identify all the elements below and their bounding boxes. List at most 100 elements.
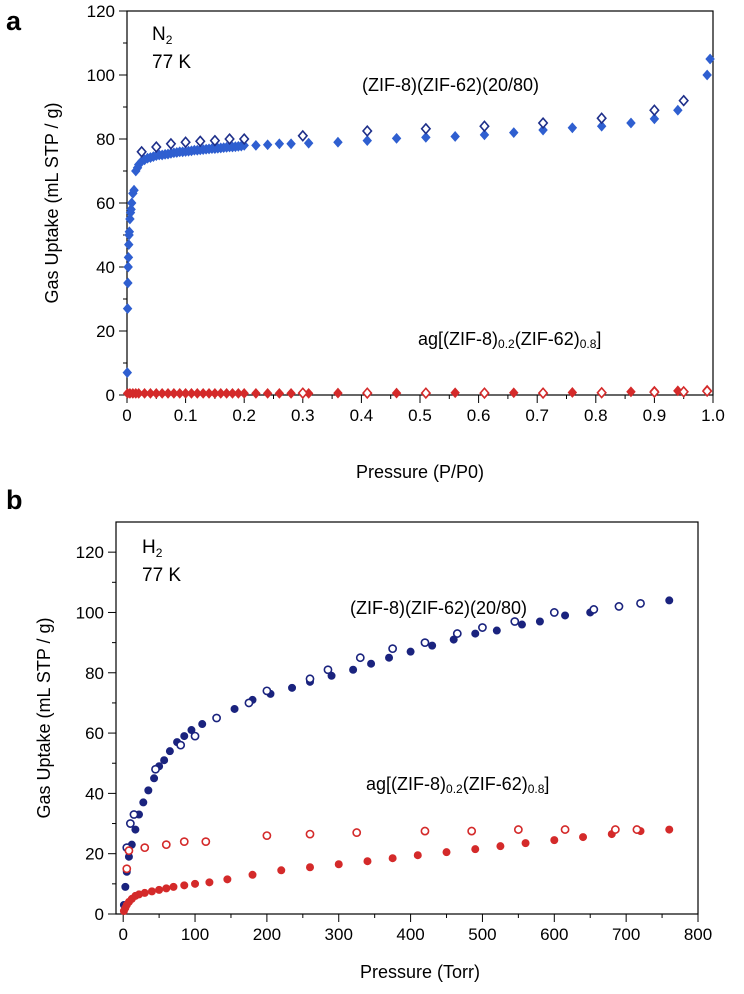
panel-a-glass-label: ag[(ZIF-8)0.2(ZIF-62)0.8] (418, 329, 601, 351)
panel-a-data-point (180, 136, 191, 149)
panel-b-x-tick-label: 800 (684, 925, 712, 944)
panel-a-data-point (450, 131, 460, 142)
panel-a-x-tick-label: 0.7 (525, 406, 549, 425)
panel-a-data-point (151, 140, 162, 154)
panel-a-data-point (626, 386, 636, 398)
panel-a-x-tick-label: 0.1 (174, 406, 198, 425)
panel-b-data-point (467, 826, 477, 836)
panel-a-data-point (361, 124, 373, 138)
panel-a-data-point (361, 387, 373, 400)
panel-b-data-point (589, 605, 599, 614)
panel-a-data-point (596, 112, 607, 125)
panel-a-data-point (274, 387, 285, 399)
panel-b-y-axis-title: Gas Uptake (mL STP / g) (34, 617, 54, 818)
panel-b-data-point (150, 774, 159, 783)
panel-a-points (122, 53, 715, 400)
panel-b-data-point (349, 665, 358, 674)
panel-b-data-point (190, 731, 200, 741)
panel-a-data-point (673, 104, 683, 116)
panel-b-data-point (385, 653, 394, 662)
panel-b-data-point (471, 845, 480, 854)
panel-a-data-point (649, 104, 660, 117)
panel-b-data-point (176, 740, 186, 750)
panel-a-data-point (479, 120, 490, 133)
panel-a-data-point (701, 385, 713, 398)
panel-b-data-point (201, 837, 211, 847)
panel-a-data-point (224, 132, 235, 146)
panel-a-data-point (538, 124, 548, 136)
panel-a-data-point (123, 277, 133, 289)
panel-a-data-point (251, 139, 261, 151)
panel-b-data-point (288, 683, 297, 692)
panel-b-data-point (388, 644, 398, 654)
panel-b-data-point (420, 638, 430, 648)
panel-a-data-point (509, 387, 519, 399)
panel-b-glass-label: ag[(ZIF-8)0.2(ZIF-62)0.8] (366, 774, 549, 796)
panel-b-data-point (406, 647, 415, 656)
panel-a-data-point (122, 367, 133, 379)
panel-a: a 0 0.1 0.2 0.3 0.4 0.5 0.6 0.7 0.8 0.9 1.0 0 20 40 60… (6, 2, 725, 482)
panel-a-data-point (421, 131, 431, 143)
panel-b-x-tick-label: 400 (396, 925, 424, 944)
panel-b-data-point (496, 842, 505, 851)
panel-b-data-point (521, 839, 530, 848)
panel-a-letter: a (6, 6, 22, 36)
panel-a-x-tick-label: 1.0 (701, 406, 725, 425)
panel-a-data-point (596, 120, 607, 132)
panel-b-data-point (334, 860, 343, 869)
panel-a-data-point (136, 145, 147, 158)
panel-a-data-point (297, 387, 309, 400)
panel-a-data-point (537, 387, 549, 400)
panel-a-data-point (479, 387, 490, 400)
panel-a-data-point (194, 135, 206, 148)
panel-b-data-point (179, 837, 189, 847)
panel-a-x-tick-label: 0.6 (467, 406, 491, 425)
panel-b-data-point (560, 825, 570, 834)
panel-b-y-tick-label: 0 (95, 905, 104, 924)
panel-b-data-point (610, 825, 620, 834)
panel-a-data-point (479, 129, 490, 141)
panel-a-data-point (286, 138, 296, 150)
panel-b-points (119, 596, 674, 915)
panel-b-data-point (420, 826, 430, 836)
panel-a-data-point (705, 53, 715, 65)
panel-a-y-tick-label: 20 (96, 322, 115, 341)
panel-a-data-point (209, 134, 221, 147)
panel-b-y-tick-label: 80 (85, 664, 104, 683)
panel-b: b 0 100 200 300 400 500 600 700 800 0 20 40 60 80 100 1… (6, 485, 712, 982)
panel-b-data-point (160, 756, 169, 765)
panel-a-data-point (129, 184, 139, 196)
panel-a-data-point (239, 139, 249, 151)
panel-a-data-point (567, 387, 578, 398)
panel-a-data-point (286, 387, 296, 399)
panel-b-data-point (305, 863, 314, 872)
panel-a-y-tick-label: 60 (96, 194, 115, 213)
panel-a-data-point (391, 387, 402, 399)
panel-b-data-point (428, 641, 437, 650)
panel-b-data-point (363, 857, 372, 866)
panel-b-data-point (305, 674, 315, 684)
panel-b-data-point (121, 882, 130, 891)
panel-a-y-tick-label: 80 (96, 130, 115, 149)
panel-a-data-point (126, 197, 137, 209)
panel-b-letter: b (6, 485, 23, 515)
panel-b-data-point (442, 848, 451, 857)
panel-b-data-point (510, 617, 520, 626)
panel-b-plot-frame (115, 521, 699, 915)
panel-b-y-tick-label: 100 (76, 603, 104, 622)
panel-a-data-point (239, 387, 249, 399)
panel-a-data-point (251, 387, 261, 399)
panel-a-y-tick-label: 40 (96, 258, 115, 277)
panel-a-data-point (362, 135, 372, 147)
panel-b-data-point (144, 786, 153, 795)
panel-b-data-point (124, 846, 134, 856)
panel-b-data-point (140, 888, 149, 897)
panel-a-data-point (124, 226, 135, 238)
panel-b-data-point (180, 732, 189, 741)
panel-b-data-point (162, 884, 171, 893)
panel-a-data-point (126, 203, 136, 215)
panel-b-data-point (180, 881, 189, 890)
panel-a-data-point (297, 129, 309, 142)
panel-a-data-point (123, 251, 134, 263)
panel-a-data-point (702, 69, 712, 81)
